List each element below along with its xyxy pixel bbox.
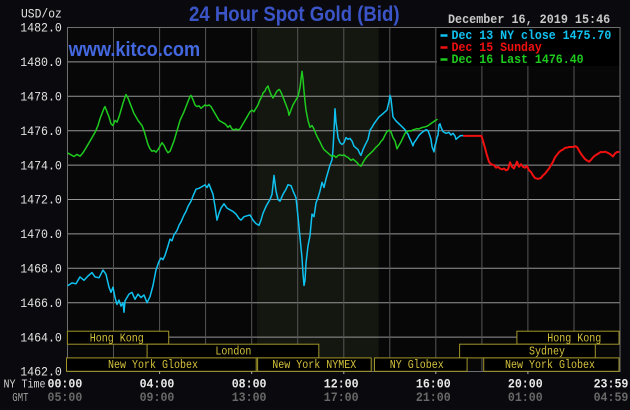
svg-text:08:00: 08:00 — [232, 377, 267, 392]
svg-text:New York NYMEX: New York NYMEX — [272, 358, 356, 372]
svg-text:New York Globex: New York Globex — [505, 358, 595, 372]
svg-text:20:00: 20:00 — [508, 377, 543, 392]
svg-text:1462.0: 1462.0 — [20, 366, 62, 380]
svg-text:1466.0: 1466.0 — [20, 297, 62, 311]
svg-text:1470.0: 1470.0 — [20, 228, 62, 242]
svg-text:NY Globex: NY Globex — [390, 358, 444, 372]
svg-text:December 16, 2019 15:46: December 16, 2019 15:46 — [448, 13, 610, 27]
svg-text:1482.0: 1482.0 — [20, 22, 62, 36]
svg-text:1478.0: 1478.0 — [20, 91, 62, 105]
svg-text:04:59: 04:59 — [594, 390, 629, 405]
svg-text:04:00: 04:00 — [140, 377, 175, 392]
svg-text:1464.0: 1464.0 — [20, 331, 62, 345]
svg-text:GMT: GMT — [12, 391, 28, 405]
svg-text:1474.0: 1474.0 — [20, 159, 62, 173]
svg-text:New York Globex: New York Globex — [108, 358, 198, 372]
svg-text:12:00: 12:00 — [324, 377, 359, 392]
svg-text:23:59: 23:59 — [594, 377, 629, 392]
svg-text:1468.0: 1468.0 — [20, 263, 62, 277]
svg-text:London: London — [215, 345, 251, 359]
svg-text:16:00: 16:00 — [416, 377, 451, 392]
svg-text:Hong Kong: Hong Kong — [90, 331, 144, 345]
svg-text:21:00: 21:00 — [416, 390, 451, 405]
svg-text:24 Hour Spot Gold (Bid): 24 Hour Spot Gold (Bid) — [189, 3, 400, 26]
svg-text:09:00: 09:00 — [140, 390, 175, 405]
svg-text:00:00: 00:00 — [48, 377, 83, 392]
svg-text:Hong Kong: Hong Kong — [547, 331, 601, 345]
svg-text:Dec 13 NY close 1475.70: Dec 13 NY close 1475.70 — [452, 29, 612, 43]
svg-text:01:00: 01:00 — [508, 390, 543, 405]
svg-text:www.kitco.com: www.kitco.com — [68, 39, 201, 61]
svg-text:1480.0: 1480.0 — [20, 56, 62, 70]
svg-text:Dec 15 Sunday: Dec 15 Sunday — [452, 41, 543, 55]
svg-text:NY Time: NY Time — [4, 378, 46, 392]
svg-text:17:00: 17:00 — [324, 390, 359, 405]
svg-text:Dec 16 Last 1476.40: Dec 16 Last 1476.40 — [452, 53, 584, 67]
svg-text:1472.0: 1472.0 — [20, 194, 62, 208]
svg-text:USD/oz: USD/oz — [21, 8, 62, 22]
svg-text:1476.0: 1476.0 — [20, 125, 62, 139]
svg-text:05:00: 05:00 — [48, 390, 83, 405]
svg-text:13:00: 13:00 — [232, 390, 267, 405]
svg-text:Sydney: Sydney — [529, 345, 565, 359]
